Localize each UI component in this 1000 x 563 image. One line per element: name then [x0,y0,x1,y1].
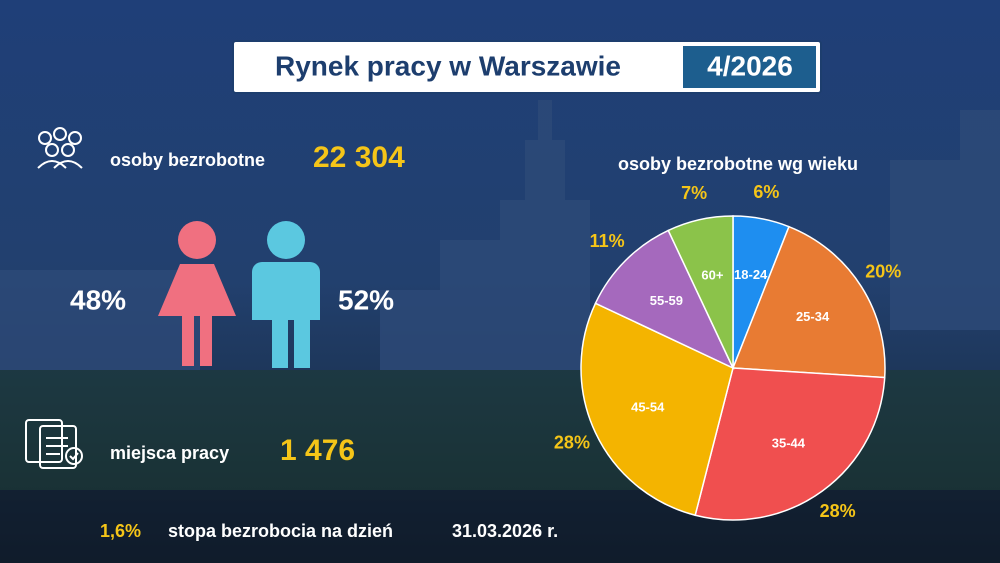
value-label: 7% [681,183,707,203]
title: Rynek pracy w Warszawie [275,50,621,81]
pie-slice [731,225,886,379]
slice-label: 60+ [701,267,723,282]
value-label: 28% [820,501,856,521]
rate-date: 31.03.2026 r. [452,521,558,541]
female-share: 48% [70,284,126,315]
jobs-value: 1 476 [280,434,355,467]
slice-label: 55-59 [650,293,683,308]
male-share: 52% [338,284,394,315]
male-figure [252,221,320,368]
pie-slice [580,302,734,517]
pie-slice [594,229,735,370]
skyline [0,100,1000,370]
rate-value: 1,6% [100,521,141,541]
value-label: 20% [865,261,901,281]
pie-slice [667,215,734,369]
rate-label: stopa bezrobocia na dzień [168,521,393,541]
title-box [232,40,822,94]
value-label: 6% [753,182,779,202]
river [0,490,1000,563]
pie-slice [694,367,886,521]
unemployed-label: osoby bezrobotne [110,150,265,170]
unemployed-value: 22 304 [313,141,405,174]
slice-label: 45-54 [631,400,665,415]
slice-label: 25-34 [796,309,830,324]
people-icon [37,127,83,169]
pie-title: osoby bezrobotne wg wieku [618,154,858,174]
period-box [683,46,816,88]
value-label: 28% [554,433,590,453]
value-label: 11% [590,231,625,251]
jobs-label: miejsca pracy [110,443,229,463]
slice-label: 35-44 [772,436,806,451]
jobs-icon [25,419,83,469]
pie-chart: 18-24 6% 25-34 20% 35-44 28% 45-54 28% 55-59 11% 6… [554,182,901,521]
slice-label: 18-24 [734,267,768,282]
period: 4/2026 [707,50,793,81]
female-figure [158,221,236,366]
